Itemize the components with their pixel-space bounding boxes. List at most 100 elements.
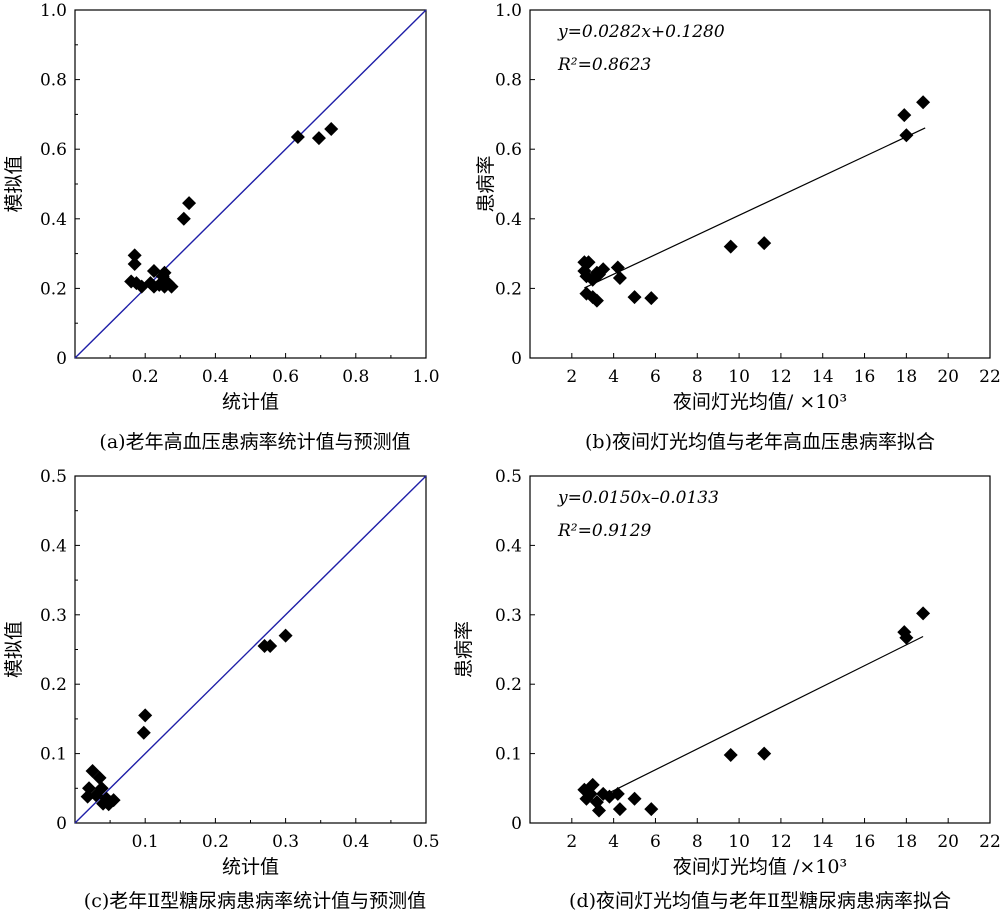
data-point: [138, 708, 153, 723]
r-squared: R²=0.8623: [557, 55, 651, 75]
y-tick-label: 0.4: [495, 210, 522, 230]
x-tick-label: 8: [692, 832, 703, 852]
panel-b: 0 0.2 0.4 0.6 0.8 1.0 2 4 6 8 10 12 14 16 18 20 22 夜间灯光均值…: [475, 1, 1000, 453]
x-tick-label: 0.5: [412, 832, 439, 852]
reference-line: [74, 475, 427, 824]
fit-line: [602, 635, 924, 797]
x-tick-label: 4: [608, 367, 619, 387]
y-tick-label: 0.3: [495, 606, 522, 626]
data-point: [897, 108, 912, 123]
x-tick-label: 22: [979, 832, 1000, 852]
panel-c: 0 0.1 0.2 0.3 0.4 0.5 0.1 0.2 0.3 0.4 0.5 统计值 模拟值 (c)…: [3, 467, 440, 912]
x-tick-label: 16: [854, 367, 876, 387]
x-tick-label: 1.0: [412, 367, 439, 387]
x-tick-label: 20: [937, 367, 959, 387]
y-tick-label: 0.6: [40, 140, 67, 160]
reference-line: [74, 9, 427, 359]
data-point: [164, 279, 179, 294]
y-tick-label: 0.8: [40, 71, 67, 91]
x-tick-label: 6: [650, 367, 661, 387]
data-point: [757, 236, 772, 251]
x-tick-label: 14: [812, 832, 834, 852]
x-tick-label: 0.2: [202, 832, 229, 852]
y-tick-label: 0.4: [495, 536, 522, 556]
data-point: [610, 786, 625, 801]
data-point: [899, 128, 914, 143]
x-tick-label: 10: [728, 367, 750, 387]
panel-d: 0 0.1 0.2 0.3 0.4 0.5 2 4 6 8 10 12 14 16 18 20 22 夜间灯光均值…: [453, 467, 1000, 912]
x-tick-label: 0.4: [342, 832, 369, 852]
y-tick-label: 0: [511, 814, 522, 834]
data-point: [644, 291, 659, 306]
x-tick-label: 16: [854, 832, 876, 852]
data-point: [263, 639, 278, 654]
data-point: [127, 257, 142, 272]
data-point: [92, 770, 107, 785]
data-point: [585, 777, 600, 792]
y-tick-label: 0.5: [495, 467, 522, 487]
data-point: [757, 746, 772, 761]
x-tick-label: 0.8: [342, 367, 369, 387]
data-point: [80, 789, 95, 804]
y-tick-label: 1.0: [495, 1, 522, 21]
x-tick-label: 4: [608, 832, 619, 852]
x-tick-label: 14: [812, 367, 834, 387]
y-axis-title: 患病率: [475, 155, 497, 212]
data-point: [723, 747, 738, 762]
y-tick-label: 0: [56, 349, 67, 369]
data-point: [723, 239, 738, 254]
plot-frame: [529, 9, 991, 359]
data-point: [916, 95, 931, 110]
x-tick-label: 0.1: [132, 832, 159, 852]
data-point: [589, 293, 604, 308]
x-tick-label: 8: [692, 367, 703, 387]
x-tick-label: 20: [937, 832, 959, 852]
data-point: [592, 267, 606, 282]
x-tick-label: 6: [650, 832, 661, 852]
y-tick-label: 0.4: [40, 210, 67, 230]
data-point: [278, 628, 293, 643]
data-point: [324, 122, 339, 137]
data-point: [157, 279, 172, 294]
y-tick-label: 0: [511, 349, 522, 369]
x-tick-label: 12: [770, 832, 792, 852]
y-tick-label: 0.4: [40, 536, 67, 556]
r-squared: R²=0.9129: [557, 521, 652, 541]
x-axis-title: 夜间灯光均值/ ×10³: [673, 391, 847, 413]
y-tick-label: 0.1: [40, 745, 67, 765]
panel-caption: (b)夜间灯光均值与老年高血压患病率拟合: [585, 431, 935, 453]
y-tick-label: 0.5: [40, 467, 67, 487]
y-axis-title: 模拟值: [3, 621, 25, 678]
x-axis-title: 统计值: [222, 391, 279, 413]
y-tick-label: 0.6: [495, 140, 522, 160]
x-tick-label: 0.6: [272, 367, 299, 387]
data-point: [101, 797, 116, 812]
data-point: [127, 248, 142, 263]
data-point: [610, 260, 625, 275]
panel-caption: (a)老年高血压患病率统计值与预测值: [99, 431, 410, 453]
fit-line: [584, 127, 926, 289]
y-tick-label: 1.0: [40, 1, 67, 21]
data-point: [311, 131, 326, 146]
panel-a: 0 0.2 0.4 0.6 0.8 1.0 0.2 0.4 0.6 0.8 1.0 统计值 模拟值 (a)…: [3, 1, 440, 453]
x-tick-label: 10: [728, 832, 750, 852]
data-point: [899, 630, 914, 645]
y-tick-label: 0.1: [495, 745, 522, 765]
y-tick-label: 0.2: [40, 279, 67, 299]
data-point: [592, 803, 606, 818]
x-tick-label: 0.3: [272, 832, 299, 852]
x-tick-label: 0.4: [202, 367, 229, 387]
y-tick-label: 0.2: [495, 279, 522, 299]
data-point: [627, 290, 642, 305]
x-tick-label: 18: [896, 367, 918, 387]
fit-equation: y=0.0282x+0.1280: [557, 22, 725, 42]
y-tick-label: 0.3: [40, 606, 67, 626]
x-tick-label: 12: [770, 367, 792, 387]
x-tick-label: 18: [896, 832, 918, 852]
data-point: [627, 791, 642, 806]
y-axis-title: 模拟值: [3, 155, 25, 212]
data-point: [612, 270, 627, 285]
panel-caption: (d)夜间灯光均值与老年Ⅱ型糖尿病患病率拟合: [569, 890, 951, 912]
x-tick-label: 0.2: [132, 367, 159, 387]
